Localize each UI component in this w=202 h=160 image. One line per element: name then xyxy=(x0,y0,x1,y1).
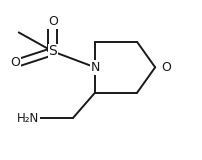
Text: O: O xyxy=(48,15,58,28)
Text: H₂N: H₂N xyxy=(17,112,39,125)
Text: N: N xyxy=(90,61,100,74)
Text: S: S xyxy=(48,44,57,58)
Text: O: O xyxy=(10,56,20,69)
Text: O: O xyxy=(161,61,171,74)
